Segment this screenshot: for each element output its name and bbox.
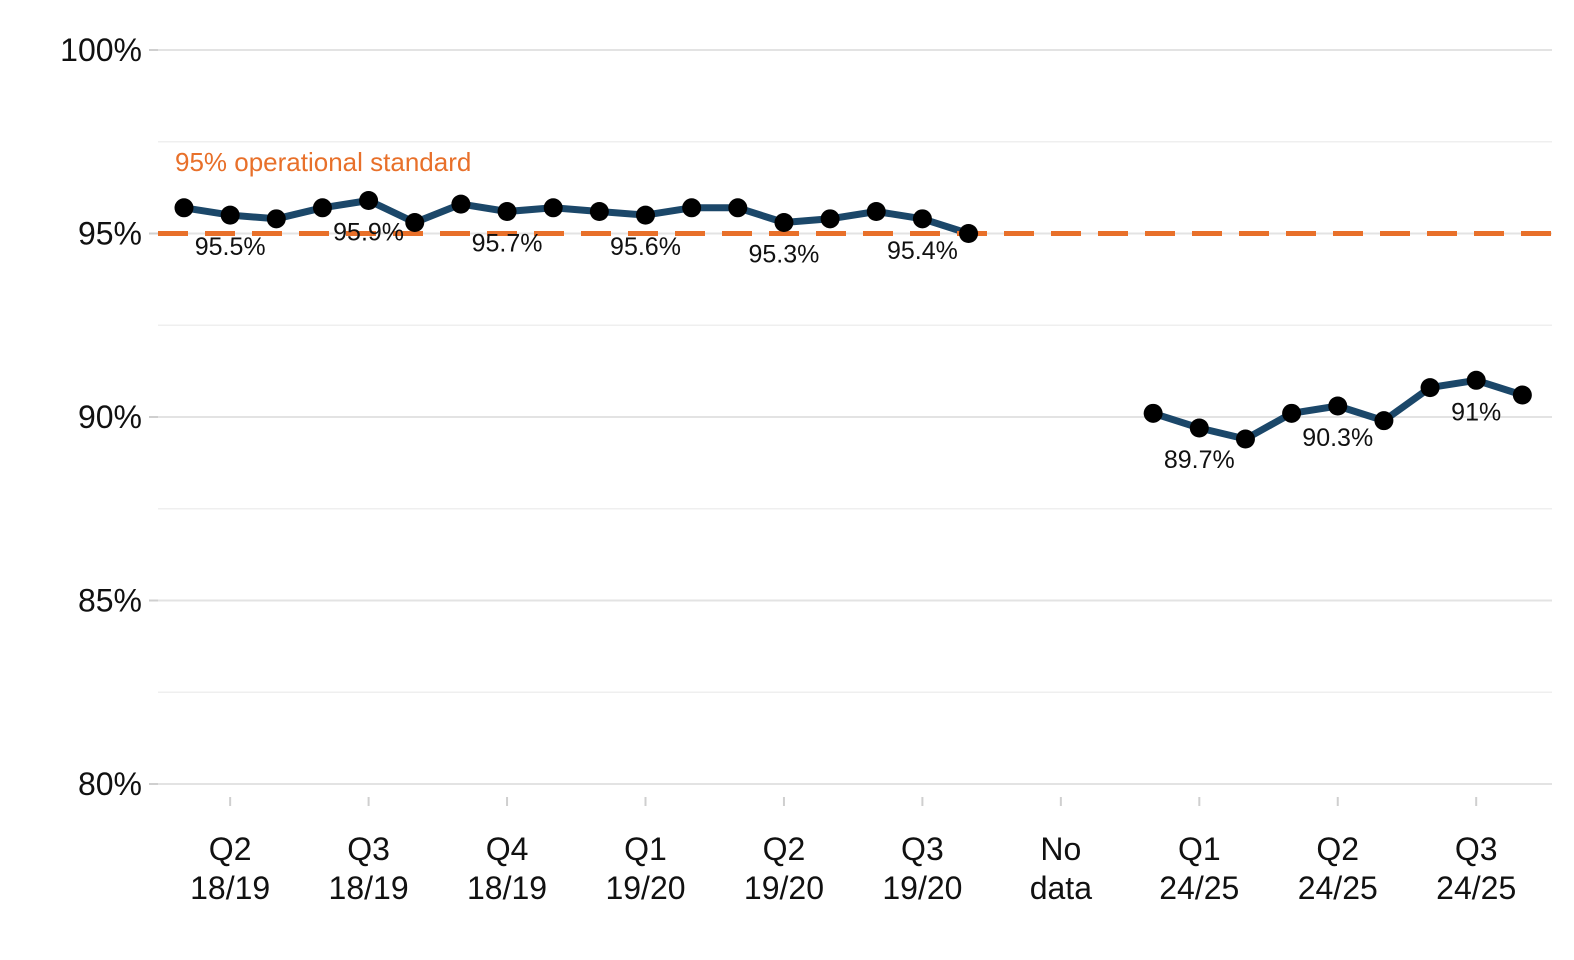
data-label: 90.3% xyxy=(1302,424,1373,452)
data-point xyxy=(543,198,563,218)
data-point xyxy=(820,209,840,229)
data-point xyxy=(220,205,240,225)
y-tick-label: 90% xyxy=(78,399,142,435)
x-axis: Q218/19Q318/19Q418/19Q119/20Q219/20Q319/… xyxy=(190,797,1516,906)
data-point xyxy=(451,194,471,214)
x-tick-label-line1: Q1 xyxy=(1178,831,1221,867)
x-tick-label-line1: No xyxy=(1040,831,1081,867)
data-label: 95.7% xyxy=(472,229,543,257)
reference-line-label: 95% operational standard xyxy=(175,147,471,177)
x-tick-label-line2: 18/19 xyxy=(329,870,409,906)
gridlines xyxy=(158,49,1552,785)
x-tick-label-line2: 18/19 xyxy=(190,870,270,906)
data-point xyxy=(589,201,609,221)
data-point xyxy=(774,212,794,232)
data-point xyxy=(728,198,748,218)
data-label: 95.9% xyxy=(333,218,404,246)
data-point xyxy=(866,201,886,221)
data-point xyxy=(312,198,332,218)
data-point xyxy=(912,209,932,229)
data-point xyxy=(1235,429,1255,449)
data-point xyxy=(1512,385,1532,405)
data-point xyxy=(1189,418,1209,438)
x-tick-label-line1: Q1 xyxy=(624,831,667,867)
x-tick-label-line2: 19/20 xyxy=(744,870,824,906)
data-point xyxy=(359,190,379,210)
data-point xyxy=(1374,411,1394,431)
data-point xyxy=(405,212,425,232)
x-tick-label-line2: 24/25 xyxy=(1436,870,1516,906)
x-tick-label-line2: 24/25 xyxy=(1298,870,1378,906)
data-point xyxy=(636,205,655,225)
x-tick-label-line1: Q3 xyxy=(901,831,944,867)
data-label: 95.3% xyxy=(749,240,820,268)
data-point xyxy=(174,198,194,218)
series-points xyxy=(174,190,1532,449)
x-tick-label-line1: Q4 xyxy=(486,831,529,867)
x-tick-label-line1: Q3 xyxy=(1455,831,1498,867)
x-tick-label-line1: Q2 xyxy=(763,831,806,867)
y-tick-label: 85% xyxy=(78,583,142,619)
reference-line-group: 95% operational standard xyxy=(158,147,1552,236)
y-axis: 80% 85% 90% 95% 100% xyxy=(60,32,158,802)
data-labels: 95.5% 95.9% 95.7% 95.6% 95.3% 95.4% 89.7% 90.3%… xyxy=(195,218,1502,474)
data-point xyxy=(1143,403,1163,423)
data-point xyxy=(1282,403,1302,423)
y-tick-label: 100% xyxy=(60,32,142,68)
data-label: 91% xyxy=(1451,398,1501,426)
data-point xyxy=(1420,378,1440,398)
data-point xyxy=(266,209,286,229)
data-label: 95.5% xyxy=(195,233,266,261)
data-label: 89.7% xyxy=(1164,446,1235,474)
data-point xyxy=(497,201,517,221)
data-point xyxy=(1328,396,1348,416)
y-tick-label: 80% xyxy=(78,766,142,802)
x-tick-label-line1: Q2 xyxy=(1316,831,1359,867)
x-tick-label-line2: 19/20 xyxy=(605,870,685,906)
x-tick-label-line2: 19/20 xyxy=(882,870,962,906)
data-point xyxy=(682,198,702,218)
x-tick-label-line1: Q3 xyxy=(347,831,390,867)
x-tick-label-line2: data xyxy=(1030,870,1092,906)
series-line-1 xyxy=(180,197,972,237)
data-label: 95.6% xyxy=(610,233,681,261)
x-tick-label-line1: Q2 xyxy=(209,831,252,867)
data-label: 95.4% xyxy=(887,237,958,265)
y-tick-label: 95% xyxy=(78,216,142,252)
data-point xyxy=(959,224,979,243)
x-tick-label-line2: 18/19 xyxy=(467,870,547,906)
x-tick-label-line2: 24/25 xyxy=(1159,870,1239,906)
data-point xyxy=(1466,370,1486,390)
